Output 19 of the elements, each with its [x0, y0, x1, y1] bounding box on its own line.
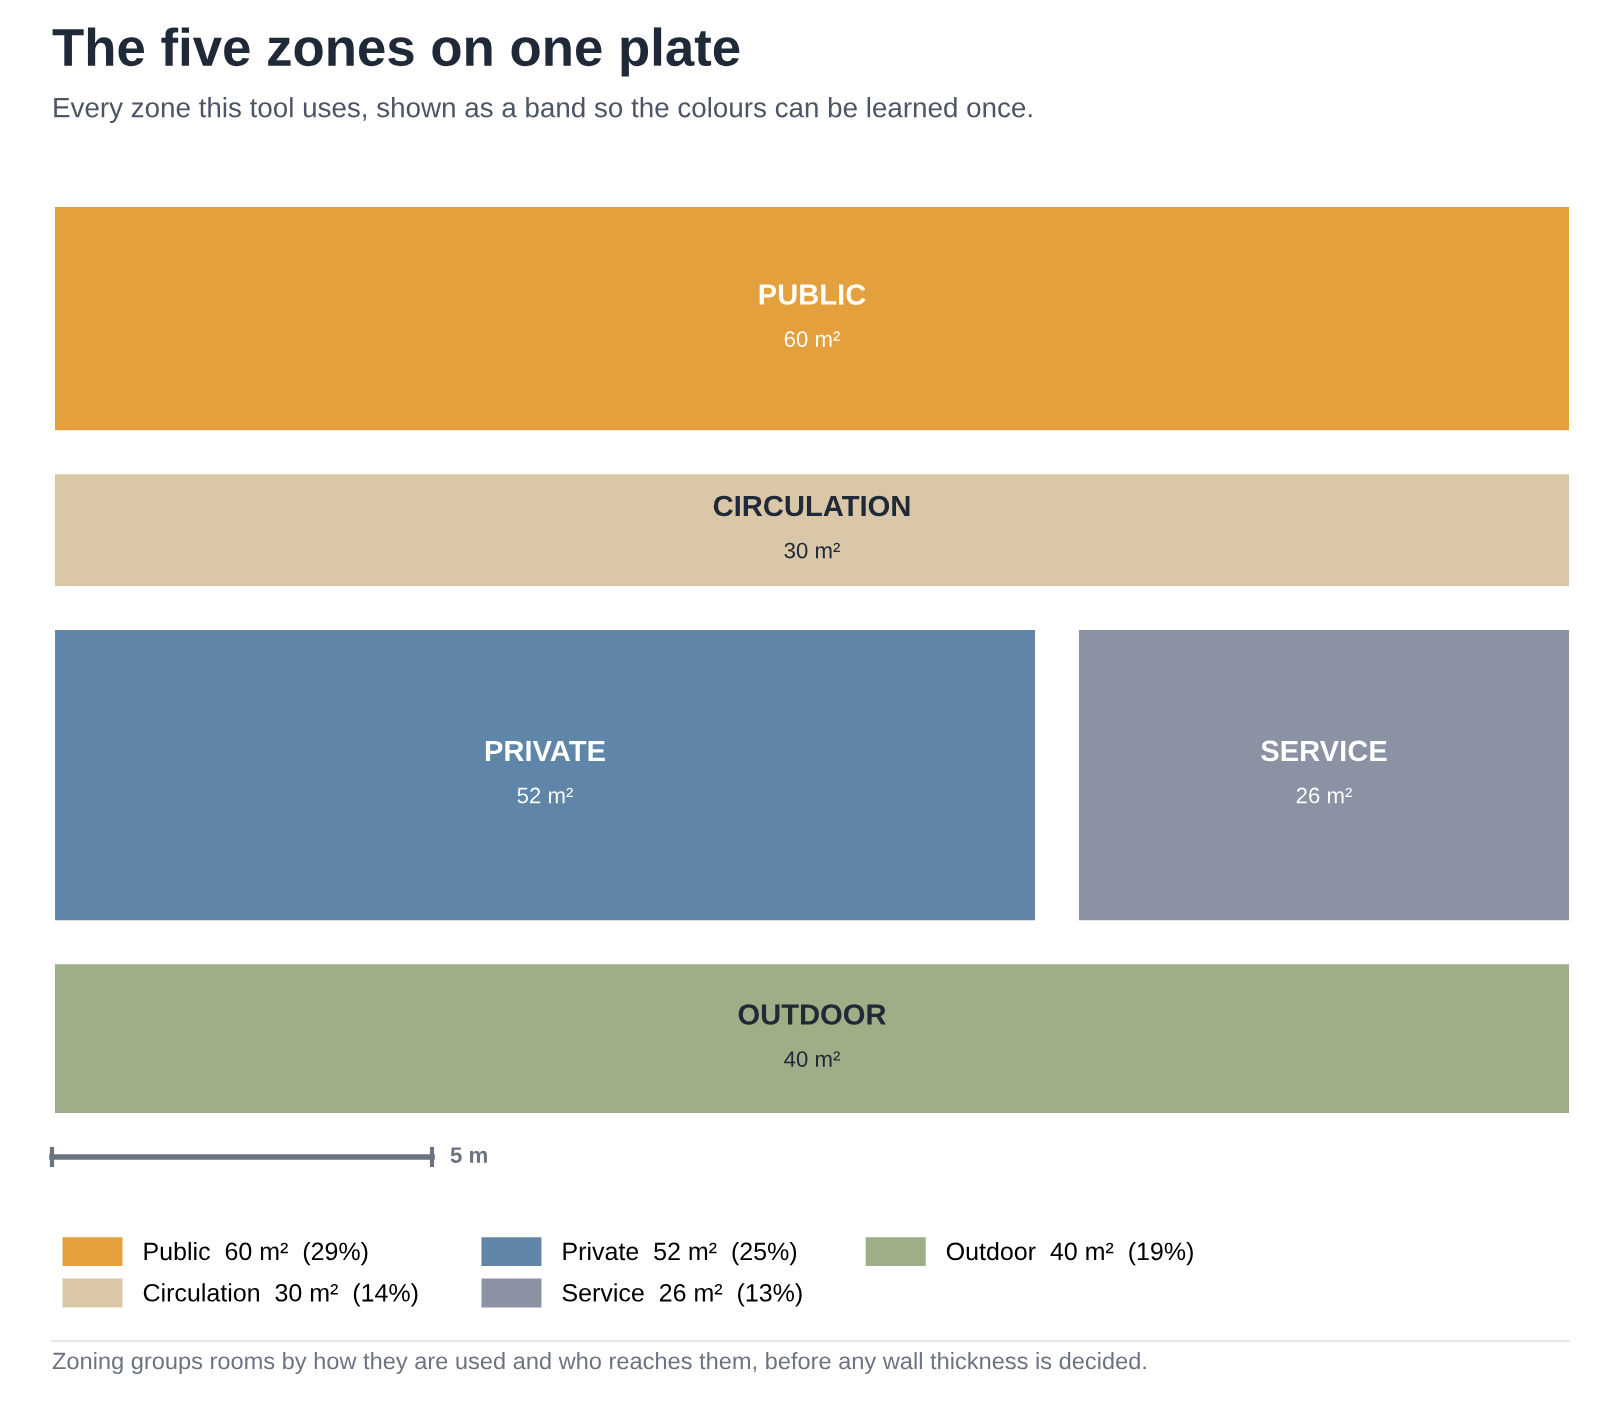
- legend-label: Public 60 m² (29%): [144, 1241, 368, 1266]
- category-label: CIRCULATION: [713, 495, 910, 517]
- data-label: 26 m²: [1296, 787, 1352, 804]
- data-label: 60 m²: [784, 331, 840, 347]
- data-label: 52 m²: [517, 787, 573, 804]
- text: 5 m: [450, 1147, 487, 1163]
- category-label: OUTDOOR: [738, 1004, 886, 1025]
- category-label: SERVICE: [1261, 740, 1387, 762]
- category-label: PUBLIC: [759, 284, 866, 305]
- legend-label: Service 26 m² (13%): [562, 1283, 802, 1307]
- text: Every zone this tool uses, shown as a band so the colours can be learned once.: [54, 97, 1032, 123]
- legend-label: Circulation 30 m² (14%): [143, 1283, 418, 1307]
- data-label: 40 m²: [784, 1051, 840, 1067]
- legend-label: Private 52 m² (25%): [563, 1241, 797, 1266]
- data-label: 30 m²: [784, 542, 840, 559]
- text: Zoning groups rooms by how they are used and who reaches them, before any wall thickness is decided.: [52, 1351, 1146, 1375]
- category-label: PRIVATE: [485, 740, 605, 761]
- legend-label: Outdoor 40 m² (19%): [946, 1241, 1193, 1266]
- text: The five zones on one plate: [52, 27, 740, 77]
